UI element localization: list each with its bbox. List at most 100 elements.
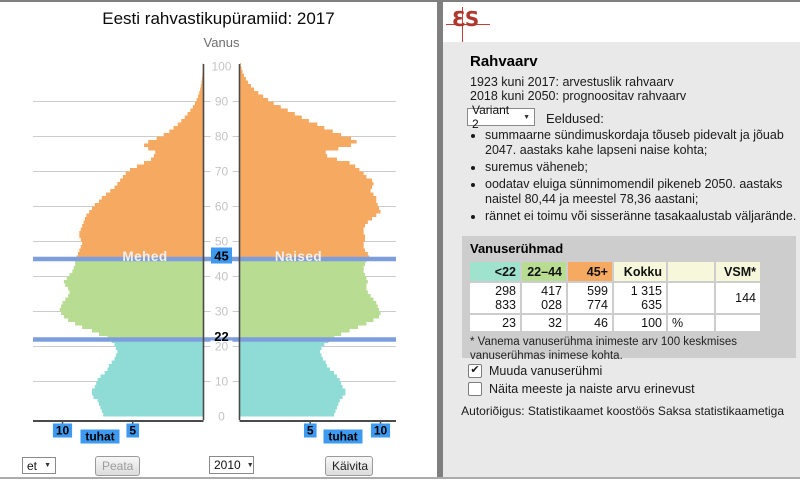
women-age-bar xyxy=(240,374,337,378)
men-age-bar xyxy=(143,143,203,147)
women-age-bar xyxy=(240,178,373,182)
checkbox-row-show-sex-difference[interactable]: Näita meeste ja naiste arvu erinevust xyxy=(468,382,695,396)
age-tick-label: 10 xyxy=(215,375,229,389)
unchecked-checkbox-icon[interactable] xyxy=(468,382,482,396)
population-note-1: 1923 kuni 2017: arvestuslik rahvaarv xyxy=(470,75,674,89)
women-age-bar xyxy=(240,140,357,144)
info-panel-header: ƐS xyxy=(443,2,800,42)
tick-label-bg xyxy=(210,410,233,422)
table-header-cell: VSM* xyxy=(716,262,760,281)
men-age-bar xyxy=(153,154,203,158)
age-boundary-label: 45 xyxy=(214,249,228,264)
year-select[interactable]: 2010 ▼ xyxy=(209,456,254,474)
men-age-bar xyxy=(59,308,203,312)
variant-select-value: Variant 2 xyxy=(472,103,510,131)
men-age-bar xyxy=(129,168,203,172)
men-age-bar xyxy=(93,395,203,399)
x-axis-label: 5 xyxy=(129,424,136,438)
men-age-bar xyxy=(79,248,203,252)
men-age-bar xyxy=(92,206,203,210)
women-age-bar xyxy=(240,346,322,350)
men-age-bar xyxy=(199,91,203,95)
table-header-cell: Kokku xyxy=(614,262,666,281)
women-age-bar xyxy=(240,227,364,231)
women-age-bar xyxy=(240,157,337,161)
women-age-bar xyxy=(240,357,323,361)
men-age-bar xyxy=(181,119,203,123)
men-age-bar xyxy=(117,182,203,186)
men-age-bar xyxy=(80,227,203,231)
tick-label-bg xyxy=(210,60,233,72)
men-age-bar xyxy=(136,164,203,168)
men-age-bar xyxy=(99,332,203,336)
men-age-bar xyxy=(79,234,203,238)
women-age-bar xyxy=(240,273,366,277)
women-age-bar xyxy=(240,262,366,266)
tick-label-bg xyxy=(210,305,233,317)
table-cell: 417 028 xyxy=(522,283,566,313)
men-age-bar xyxy=(103,413,203,417)
table-cell: 599 774 xyxy=(568,283,612,313)
men-age-bar xyxy=(96,381,203,385)
info-panel: ƐS Rahvaarv 1923 kuni 2017: arvestuslik … xyxy=(443,2,800,477)
women-age-bar xyxy=(240,248,366,252)
men-age-bar xyxy=(201,77,203,81)
men-age-bar xyxy=(100,406,203,410)
women-age-bar xyxy=(240,290,368,294)
assumption-item: rännet ei toimu või sisseränne tasakaalu… xyxy=(485,209,800,224)
men-age-bar xyxy=(99,402,203,406)
age-groups-box: Vanuserühmad <22 22–44 45+ Kokku VSM* 298 833… xyxy=(462,236,796,362)
women-age-bar xyxy=(240,136,351,140)
chart-panel: 0 10 20 30 40 50 60 70 80 90 100 22 45 Mehed Naised 10 t… xyxy=(0,2,437,477)
women-age-bar xyxy=(240,276,367,280)
men-series-label: Mehed xyxy=(122,249,167,264)
table-cell: 144 xyxy=(716,283,760,313)
women-age-bar xyxy=(240,304,378,308)
age-tick-label: 20 xyxy=(215,340,229,354)
women-age-bar xyxy=(240,185,373,189)
men-age-bar xyxy=(97,399,203,403)
language-select[interactable]: et ▼ xyxy=(22,457,56,474)
women-age-bar xyxy=(240,371,335,375)
info-panel-body: Rahvaarv 1923 kuni 2017: arvestuslik rah… xyxy=(443,42,800,477)
variant-select[interactable]: Variant 2 ▼ xyxy=(467,103,535,131)
women-age-bar xyxy=(240,269,364,273)
men-age-bar xyxy=(94,385,203,389)
assumption-item: summaarne sündimuskordaja tõuseb pideval… xyxy=(485,128,800,158)
age-tick-label: 30 xyxy=(215,305,229,319)
men-age-bar xyxy=(143,161,203,165)
tick-label-bg xyxy=(210,340,233,352)
men-age-bar xyxy=(69,290,204,294)
men-age-bar xyxy=(201,80,203,84)
women-age-bar xyxy=(240,101,274,105)
population-note-2: 2018 kuni 2050: prognoositav rahvaarv xyxy=(470,89,687,103)
women-age-bar xyxy=(240,385,343,389)
tick-label-bg xyxy=(210,95,233,107)
men-age-bar xyxy=(106,192,203,196)
women-age-bar xyxy=(240,175,367,179)
table-cell: 1 315 635 xyxy=(614,283,666,313)
men-age-bar xyxy=(72,269,204,273)
men-age-bar xyxy=(114,357,203,361)
axis-label-bg xyxy=(303,423,317,438)
men-age-bar xyxy=(68,287,204,291)
x-axis-label: tuhat xyxy=(328,430,357,444)
checked-checkbox-icon[interactable]: ✔ xyxy=(468,364,482,378)
men-age-bar xyxy=(84,217,203,221)
women-age-bar xyxy=(240,318,374,322)
men-age-bar xyxy=(184,115,203,119)
tick-label-bg xyxy=(210,130,233,142)
run-button[interactable]: Käivita xyxy=(325,456,373,476)
women-age-bar xyxy=(240,402,339,406)
men-age-bar xyxy=(92,388,203,392)
men-age-bar xyxy=(66,276,203,280)
chevron-down-icon: ▼ xyxy=(246,461,254,469)
pause-button[interactable]: Peata xyxy=(95,456,140,476)
checkbox-row-change-age-groups[interactable]: ✔ Muuda vanuserühmi xyxy=(468,364,602,378)
table-header-cell xyxy=(668,262,714,281)
tick-label-bg xyxy=(210,270,233,282)
women-age-bar xyxy=(240,199,377,203)
assumption-item: suremus väheneb; xyxy=(485,160,800,175)
men-age-bar xyxy=(156,136,203,140)
year-select-value: 2010 xyxy=(214,458,241,472)
